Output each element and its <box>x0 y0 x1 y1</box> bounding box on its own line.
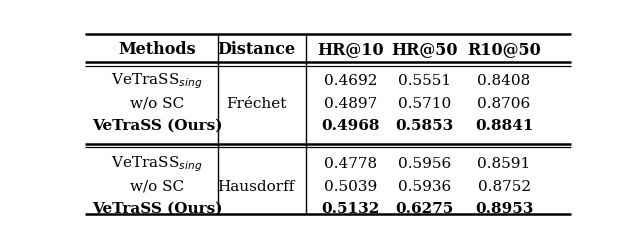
Text: 0.4897: 0.4897 <box>324 97 377 111</box>
Text: 0.6275: 0.6275 <box>396 202 454 216</box>
Text: Methods: Methods <box>118 41 196 58</box>
Text: 0.5551: 0.5551 <box>398 74 451 88</box>
Text: 0.8841: 0.8841 <box>475 119 533 133</box>
Text: 0.8408: 0.8408 <box>477 74 531 88</box>
Text: VeTraSS (Ours): VeTraSS (Ours) <box>92 202 222 216</box>
Text: w/o SC: w/o SC <box>130 180 184 194</box>
Text: 0.8591: 0.8591 <box>477 157 531 171</box>
Text: Distance: Distance <box>217 41 295 58</box>
Text: 0.8752: 0.8752 <box>477 180 531 194</box>
Text: 0.4692: 0.4692 <box>324 74 377 88</box>
Text: 0.5936: 0.5936 <box>398 180 451 194</box>
Text: 0.8706: 0.8706 <box>477 97 531 111</box>
Text: 0.4778: 0.4778 <box>324 157 377 171</box>
Text: HR@10: HR@10 <box>317 41 383 58</box>
Text: VeTraSS (Ours): VeTraSS (Ours) <box>92 119 222 133</box>
Text: HR@50: HR@50 <box>392 41 458 58</box>
Text: 0.5956: 0.5956 <box>398 157 451 171</box>
Text: 0.5132: 0.5132 <box>321 202 380 216</box>
Text: VeTraSS$_{sing}$: VeTraSS$_{sing}$ <box>111 155 203 174</box>
Text: w/o SC: w/o SC <box>130 97 184 111</box>
Text: R10@50: R10@50 <box>467 41 541 58</box>
Text: VeTraSS$_{sing}$: VeTraSS$_{sing}$ <box>111 72 203 91</box>
Text: 0.5853: 0.5853 <box>396 119 454 133</box>
Text: Fréchet: Fréchet <box>226 97 286 111</box>
Text: 0.4968: 0.4968 <box>321 119 380 133</box>
Text: 0.5039: 0.5039 <box>324 180 377 194</box>
Text: Hausdorff: Hausdorff <box>218 180 295 194</box>
Text: 0.8953: 0.8953 <box>475 202 533 216</box>
Text: 0.5710: 0.5710 <box>398 97 451 111</box>
